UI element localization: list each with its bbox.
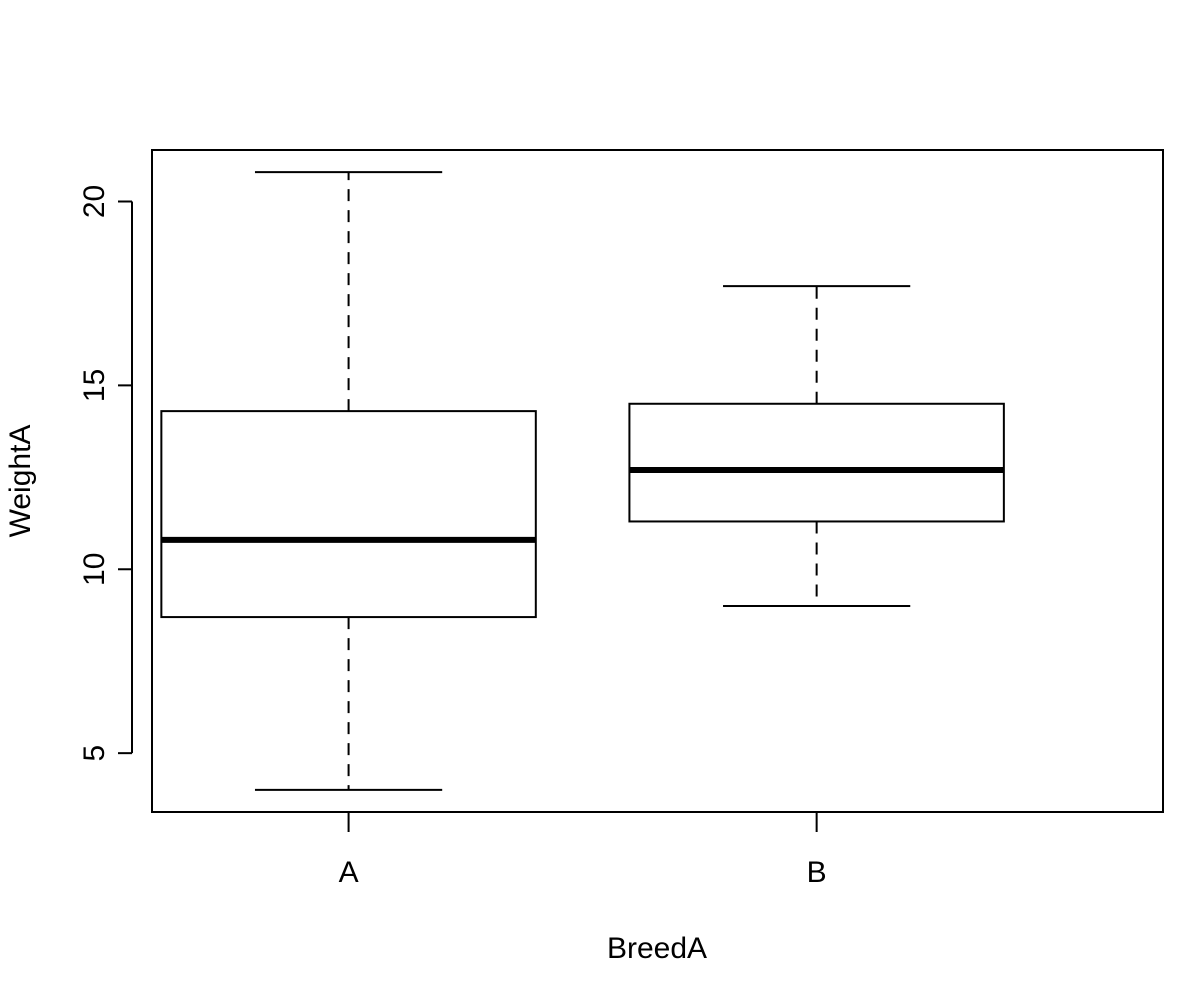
y-tick-label: 5	[78, 745, 111, 762]
plot-frame	[151, 149, 1164, 813]
x-axis-label: BreedA	[607, 932, 707, 965]
y-axis-label: WeightA	[4, 425, 37, 538]
x-tick-label: B	[807, 856, 827, 889]
y-tick-label: 15	[78, 369, 111, 402]
y-axis: 5 10 15 20	[78, 185, 133, 762]
iqr-box	[628, 402, 1005, 523]
box-A	[160, 171, 537, 791]
x-tick-label: A	[339, 856, 359, 889]
boxes	[160, 171, 1005, 791]
iqr-box	[160, 410, 537, 619]
y-tick-label: 20	[78, 185, 111, 218]
box-B	[628, 285, 1005, 608]
y-tick-label: 10	[78, 553, 111, 586]
